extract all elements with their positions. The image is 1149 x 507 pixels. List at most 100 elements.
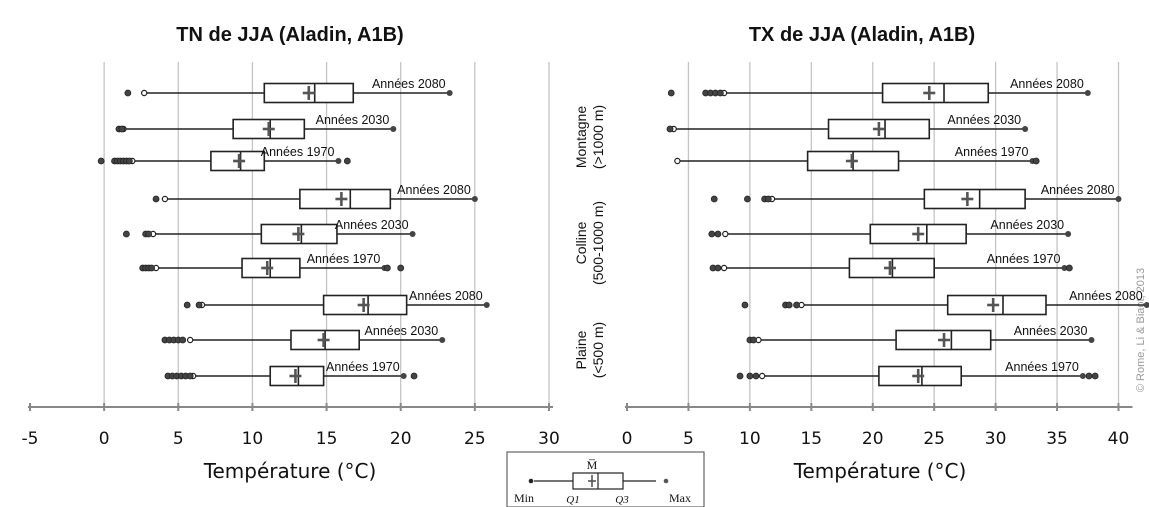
outlier-point bbox=[667, 89, 675, 97]
outlier-point bbox=[714, 230, 722, 238]
x-tick-label: 15 bbox=[800, 429, 822, 449]
outlier-point bbox=[383, 264, 391, 272]
period-label: Années 2030 bbox=[365, 324, 439, 338]
max-point bbox=[483, 302, 490, 308]
period-label: Années 1970 bbox=[307, 252, 381, 266]
outlier-point bbox=[397, 264, 405, 272]
boxplot-row: Années 2080 bbox=[124, 77, 453, 104]
period-label: Années 2080 bbox=[397, 183, 471, 197]
zone-name: Montagne bbox=[573, 106, 589, 168]
boxplot-row: Années 1970 bbox=[139, 252, 405, 279]
outlier-point bbox=[125, 157, 133, 165]
boxplot-row: Années 2080 bbox=[152, 183, 478, 210]
x-tick-label: 5 bbox=[683, 429, 694, 449]
outlier-point bbox=[710, 195, 718, 203]
boxplot-row: Années 2030 bbox=[708, 218, 1072, 245]
outlier-point bbox=[666, 125, 674, 133]
outlier-point bbox=[410, 372, 418, 380]
zone-label-montagne: Montagne (>1000 m) bbox=[573, 105, 606, 169]
x-tick-label: 25 bbox=[464, 429, 486, 449]
max-point bbox=[400, 373, 407, 379]
x-tick-label: 10 bbox=[739, 429, 761, 449]
outlier-point bbox=[744, 195, 751, 203]
zone-altitude: (<500 m) bbox=[590, 322, 606, 378]
period-label: Années 2030 bbox=[335, 218, 409, 232]
boxplot-row: Années 1970 bbox=[164, 360, 418, 387]
legend-max-point bbox=[663, 478, 669, 484]
max-point bbox=[1022, 126, 1029, 132]
outlier-point bbox=[122, 230, 130, 238]
period-label: Années 2080 bbox=[1069, 289, 1143, 303]
min-point bbox=[140, 89, 148, 97]
x-tick-label: 0 bbox=[622, 429, 633, 449]
period-label: Années 1970 bbox=[987, 252, 1061, 266]
boxplot-row: Années 2080 bbox=[741, 289, 1149, 316]
period-label: Années 2080 bbox=[409, 289, 483, 303]
outlier-point bbox=[145, 230, 153, 238]
outlier-point bbox=[752, 372, 760, 380]
x-tick-label: 20 bbox=[390, 429, 412, 449]
min-point bbox=[758, 372, 766, 380]
legend-max-label: Max bbox=[669, 491, 691, 505]
legend-mean-label: M̅ bbox=[587, 458, 598, 472]
boxplot-row: Années 1970 bbox=[736, 360, 1099, 387]
boxplot-row: Années 2030 bbox=[746, 324, 1095, 351]
period-label: Années 1970 bbox=[1005, 360, 1079, 374]
boxplot-legend: M̅ Min Q1 Q3 Max bbox=[506, 451, 705, 507]
max-point bbox=[1065, 231, 1072, 237]
legend-min-label: Min bbox=[514, 491, 534, 505]
outlier-point bbox=[736, 372, 744, 380]
outlier-point bbox=[764, 195, 772, 203]
max-point bbox=[409, 231, 416, 237]
max-point bbox=[1143, 302, 1149, 308]
min-point bbox=[720, 264, 728, 272]
boxplot-row: Années 1970 bbox=[97, 145, 351, 172]
boxplot-row: Années 2030 bbox=[666, 113, 1029, 140]
min-point bbox=[674, 157, 681, 165]
max-point bbox=[1115, 196, 1122, 202]
outlier-point bbox=[1091, 372, 1099, 380]
max-point bbox=[471, 196, 478, 202]
min-point bbox=[161, 195, 169, 203]
right-x-axis-title: Température (°C) bbox=[793, 459, 967, 483]
x-tick-label: -5 bbox=[22, 429, 39, 449]
left-x-axis-title: Température (°C) bbox=[203, 459, 377, 483]
max-point bbox=[439, 337, 446, 343]
period-label: Années 2030 bbox=[1014, 324, 1088, 338]
outlier-point bbox=[118, 125, 126, 133]
iqr-box bbox=[881, 82, 990, 104]
boxplot-row: Années 1970 bbox=[709, 252, 1073, 279]
boxplot-row: Années 2080 bbox=[667, 77, 1091, 104]
max-point bbox=[1061, 265, 1068, 271]
x-tick-label: 10 bbox=[242, 429, 264, 449]
zone-altitude: (>1000 m) bbox=[590, 105, 606, 169]
period-label: Années 1970 bbox=[326, 360, 400, 374]
x-tick-label: 15 bbox=[316, 429, 338, 449]
outlier-point bbox=[785, 301, 793, 309]
boxplot-row: Années 2030 bbox=[122, 218, 416, 245]
x-tick-label: 0 bbox=[99, 429, 110, 449]
outlier-point bbox=[343, 157, 351, 165]
outlier-point bbox=[714, 264, 722, 272]
max-point bbox=[1088, 337, 1095, 343]
outlier-point bbox=[148, 264, 155, 272]
outlier-point bbox=[97, 157, 105, 165]
outlier-point bbox=[746, 372, 754, 380]
outlier-point bbox=[152, 195, 160, 203]
outlier-point bbox=[708, 230, 716, 238]
x-tick-label: 30 bbox=[538, 429, 560, 449]
zone-name: Plaine bbox=[573, 330, 589, 369]
max-point bbox=[1084, 90, 1091, 96]
legend-min-point bbox=[528, 478, 534, 484]
outlier-point bbox=[186, 372, 194, 380]
period-label: Années 2080 bbox=[1010, 77, 1084, 91]
min-point bbox=[186, 336, 194, 344]
outlier-point bbox=[1085, 372, 1093, 380]
boxplot-row: Années 1970 bbox=[674, 145, 1040, 172]
legend-q1-label: Q1 bbox=[566, 494, 579, 506]
zone-label-plaine: Plaine (<500 m) bbox=[573, 322, 606, 378]
max-point bbox=[335, 158, 342, 164]
outlier-point bbox=[179, 336, 187, 344]
copyright-note: © Rome, Li & Biaot, 2013 bbox=[1135, 268, 1147, 392]
